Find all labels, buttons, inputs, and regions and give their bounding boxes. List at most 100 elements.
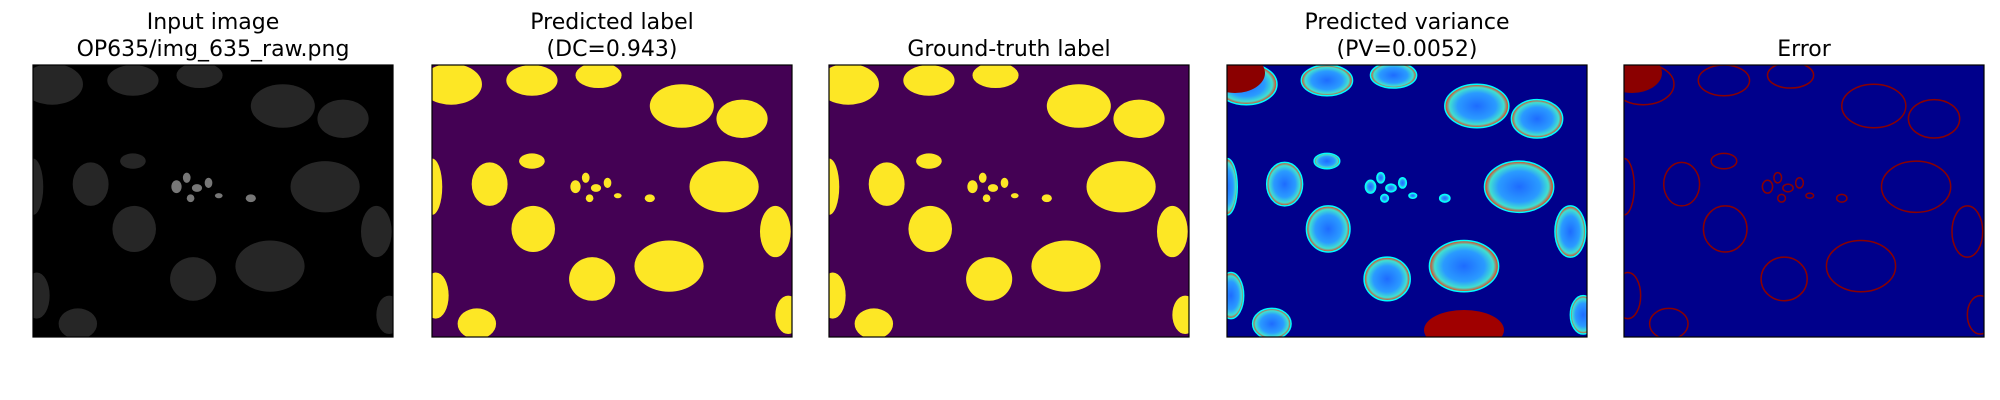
nucleus [634, 240, 704, 292]
nucleus [613, 193, 622, 199]
nucleus [1251, 307, 1292, 337]
panel [1226, 64, 1588, 338]
nucleus [585, 194, 594, 203]
nucleus [581, 172, 590, 183]
panel-title: (DC=0.943) [547, 37, 678, 62]
high-region [1227, 65, 1265, 93]
panel-title: (PV=0.0052) [1337, 37, 1478, 62]
panel-border [32, 64, 394, 338]
panel-title: Ground-truth label [907, 37, 1110, 62]
panel [828, 64, 1190, 338]
nucleus [1710, 152, 1738, 170]
nucleus [590, 184, 602, 192]
nucleus [987, 184, 999, 192]
nucleus [569, 257, 616, 301]
nucleus [1369, 65, 1418, 89]
nucleus [1438, 193, 1451, 203]
nucleus [112, 205, 156, 253]
nucleus [829, 158, 840, 215]
nucleus [176, 65, 223, 89]
panel-image [1227, 65, 1587, 337]
nucleus [33, 272, 50, 319]
nucleus [1760, 256, 1808, 302]
nucleus [317, 99, 369, 139]
nucleus [775, 295, 792, 335]
nucleus [120, 153, 146, 169]
nucleus [33, 158, 44, 215]
nucleus [376, 295, 393, 335]
nucleus [1951, 205, 1984, 258]
nucleus [644, 194, 655, 203]
nucleus [570, 180, 581, 194]
panel-image [829, 65, 1189, 337]
nucleus [1835, 193, 1848, 203]
nucleus [759, 205, 791, 258]
nucleus [519, 153, 545, 169]
panel-border [828, 64, 1190, 338]
nucleus [1907, 98, 1961, 139]
nucleus [1805, 192, 1815, 199]
nucleus [1766, 65, 1815, 89]
nucleus [1227, 157, 1238, 216]
nucleus [1825, 239, 1897, 293]
panel-image [1624, 65, 1984, 337]
nucleus [171, 180, 182, 194]
nucleus [250, 84, 315, 128]
nucleus [575, 65, 622, 89]
nucleus [1156, 205, 1188, 258]
nucleus [1313, 152, 1341, 170]
nucleus [1761, 179, 1774, 194]
nucleus [1408, 192, 1418, 199]
panel-image [33, 65, 393, 337]
nucleus [107, 65, 159, 96]
nucleus [290, 161, 360, 213]
nucleus [1510, 98, 1564, 139]
nucleus [204, 177, 213, 188]
nucleus [1880, 160, 1952, 214]
nucleus [1305, 205, 1351, 253]
nucleus [1782, 183, 1794, 193]
nucleus [245, 194, 256, 203]
nucleus [1300, 65, 1354, 97]
nucleus [1662, 161, 1701, 207]
nucleus [908, 205, 952, 253]
nucleus [1385, 183, 1397, 193]
panel-title: OP635/img_635_raw.png [77, 37, 350, 62]
nucleus [1113, 99, 1165, 139]
nucleus [1794, 176, 1805, 189]
nucleus [972, 65, 1019, 89]
nucleus [966, 257, 1013, 301]
nucleus [33, 65, 83, 105]
panel-title: Input image [147, 10, 279, 35]
nucleus [1841, 83, 1907, 129]
nucleus [432, 65, 482, 105]
nucleus [182, 172, 191, 183]
nucleus [1172, 295, 1189, 335]
panel [431, 64, 793, 338]
nucleus [967, 180, 978, 194]
nucleus [1086, 161, 1156, 213]
panel-border [431, 64, 793, 338]
nucleus [58, 308, 98, 337]
panel [1623, 64, 1985, 338]
nucleus [649, 84, 714, 128]
panel [32, 64, 394, 338]
nucleus [1554, 205, 1587, 258]
nucleus [1379, 193, 1390, 203]
nucleus [1773, 171, 1783, 184]
nucleus [916, 153, 942, 169]
nucleus [868, 162, 905, 206]
nucleus [903, 65, 955, 96]
nucleus [1966, 294, 1984, 335]
nucleus [1444, 83, 1510, 129]
nucleus [1364, 179, 1377, 194]
nucleus [854, 308, 894, 337]
nucleus [235, 240, 305, 292]
nucleus [1227, 271, 1245, 320]
nucleus [471, 162, 508, 206]
panel-title: Predicted label [530, 10, 693, 35]
nucleus [511, 205, 555, 253]
nucleus [432, 272, 449, 319]
nucleus [214, 193, 223, 199]
